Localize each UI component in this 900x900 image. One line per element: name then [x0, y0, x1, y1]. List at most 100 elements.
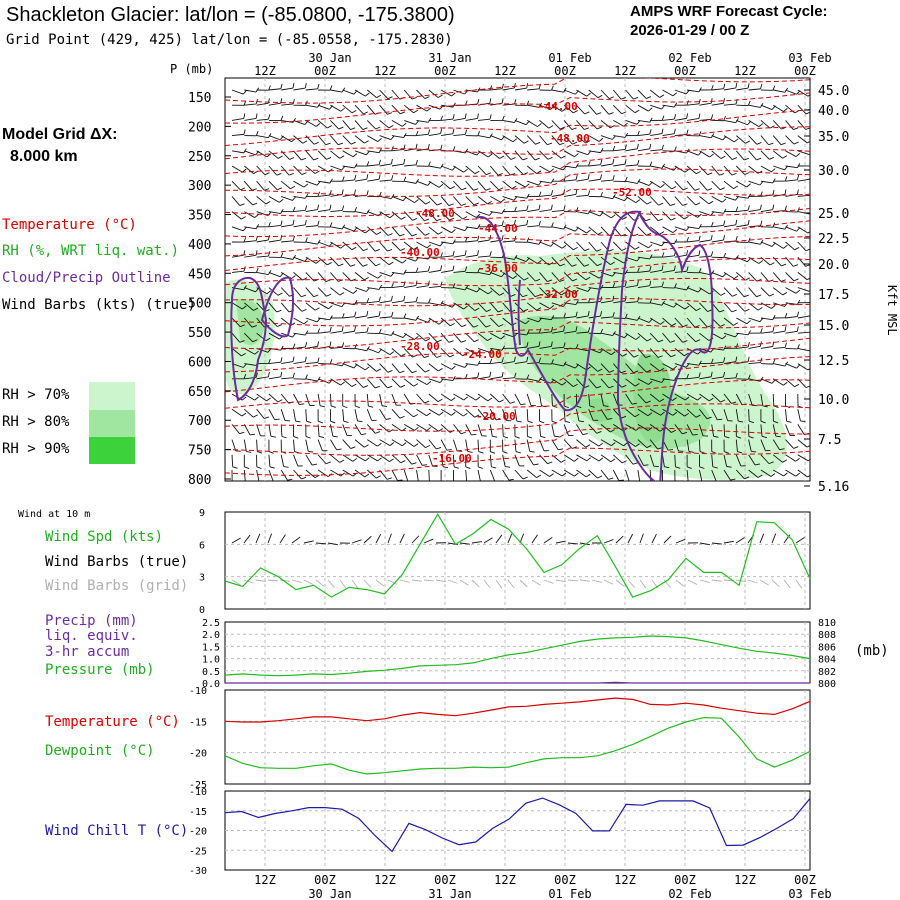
wind-barb	[539, 287, 549, 297]
wind-barb-flag	[377, 442, 382, 447]
wind-barb	[563, 454, 575, 462]
wind-barb	[613, 424, 624, 432]
wind-barb	[379, 378, 388, 389]
wind-barb	[367, 439, 378, 447]
wind-barb	[711, 211, 724, 214]
wind-barb-flag	[720, 155, 726, 159]
wind-barb	[379, 393, 383, 406]
wind-barb-flag	[292, 206, 296, 212]
surface-wind-barb-true	[579, 542, 590, 546]
wind-barb-flag	[462, 216, 468, 220]
wind-barb-flag	[607, 417, 613, 420]
wind-barb-flag	[724, 435, 730, 439]
wind-barb	[612, 104, 623, 115]
wind-barb	[699, 255, 712, 258]
wind-barb	[650, 133, 663, 137]
wind-barb-flag	[636, 280, 639, 286]
wind-barb-flag	[451, 229, 456, 234]
forecast-cycle-label: AMPS WRF Forecast Cycle:	[630, 3, 828, 20]
wind-barb-flag	[772, 190, 775, 196]
wind-barb	[514, 87, 527, 91]
wind-barb	[650, 165, 663, 169]
wind-barb-flag	[747, 330, 751, 336]
wind-barb	[465, 180, 474, 191]
time-tick-label-bottom: 12Z	[254, 873, 276, 887]
wind-barb	[428, 165, 441, 169]
wind-barb	[256, 239, 269, 243]
wind-barb	[354, 409, 358, 422]
wind-barb-flag	[684, 216, 689, 220]
wind-barb-flag	[462, 412, 468, 417]
wind-barb	[428, 180, 440, 188]
wind-barb-flag	[696, 170, 701, 175]
wind-barb-flag	[771, 168, 776, 173]
wind-barb	[748, 454, 756, 466]
wind-barb	[268, 211, 281, 214]
wind-barb	[735, 287, 745, 298]
wind-barb	[477, 180, 487, 191]
wind-barb	[281, 224, 294, 228]
wind-barb-flag	[391, 282, 394, 288]
wind-barb	[366, 256, 377, 267]
wind-barb-flag	[446, 449, 452, 451]
wind-barb-flag	[481, 482, 486, 483]
wind-barb-flag	[717, 418, 723, 421]
wind-barb	[293, 439, 295, 452]
wind-barb	[293, 209, 306, 213]
surface-wind-barb-true	[651, 533, 657, 544]
wind-barb	[563, 256, 573, 267]
wind-barb	[477, 424, 483, 436]
wind-barb-flag	[441, 482, 446, 484]
wind-barb	[318, 180, 331, 184]
wind-barb	[490, 211, 503, 214]
wind-barb	[502, 409, 507, 421]
wind-barb	[428, 378, 441, 384]
wind-barb-flag	[254, 350, 259, 355]
wind-barb	[453, 348, 464, 357]
wind-barb-flag	[585, 444, 591, 448]
wind-barb	[723, 469, 731, 481]
wind-barb	[477, 439, 480, 452]
wind-barb	[711, 469, 717, 481]
wind-barb	[526, 409, 529, 422]
wind-barb-flag	[352, 458, 358, 462]
wind-barb-flag	[758, 260, 764, 264]
wind-barb	[440, 393, 452, 401]
wind-barb	[379, 363, 389, 373]
surface-wind-barb-grid	[231, 579, 241, 586]
wind-barb	[539, 180, 552, 184]
wind-barb	[686, 408, 697, 418]
wind-barb-flag	[612, 311, 615, 318]
wind-barb-flag	[575, 207, 579, 213]
wind-barb-flag	[467, 450, 473, 453]
legend-rh70-label: RH > 70%	[2, 387, 70, 403]
time-tick-label-top: 00Z	[794, 64, 816, 78]
wind-barb	[317, 150, 327, 160]
wind-barb-flag	[365, 150, 370, 156]
wind-barb-flag	[675, 482, 680, 484]
wind-barb	[588, 378, 597, 389]
wind-barb-flag	[794, 247, 800, 251]
wind-barb	[735, 409, 739, 422]
wind-barb	[502, 240, 515, 243]
wind-barb-flag	[268, 114, 271, 120]
wind-barb-flag	[400, 460, 406, 464]
wind-barb	[760, 424, 763, 437]
wind-barb	[576, 89, 587, 97]
wind-barb	[735, 469, 745, 480]
wind-barb	[797, 178, 810, 182]
wind-barb-flag	[548, 125, 554, 129]
wind-barb-flag	[267, 234, 270, 241]
wind-barb	[403, 241, 414, 250]
pressure-tick-label-right: 808	[818, 630, 836, 641]
wind-barb-flag	[549, 168, 555, 173]
wind-barb	[785, 179, 798, 182]
wind-barb-flag	[368, 405, 374, 408]
wind-barb	[367, 454, 378, 462]
wind-barb	[391, 393, 397, 406]
wind-barb	[403, 439, 415, 447]
wind-barb	[465, 408, 475, 418]
wind-barb	[735, 439, 738, 452]
wind-barb	[748, 272, 758, 282]
wind-barb-flag	[747, 83, 750, 89]
